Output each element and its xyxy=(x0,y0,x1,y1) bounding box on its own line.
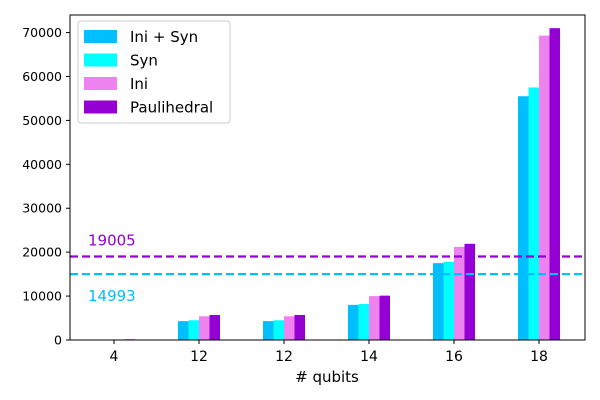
x-axis-ticks: 4 12 12 14 16 18 xyxy=(110,340,548,365)
y-tick-label-0: 0 xyxy=(54,333,62,348)
y-tick-label-3: 30000 xyxy=(22,201,62,216)
bar-ini-1 xyxy=(199,316,210,340)
y-tick-label-7: 70000 xyxy=(22,25,62,40)
bar-syn-3 xyxy=(358,303,369,340)
y-tick-label-1: 10000 xyxy=(22,289,62,304)
legend-label-2: Ini xyxy=(130,75,148,93)
x-tick-label-2: 12 xyxy=(275,349,293,365)
bar-ini-5 xyxy=(539,35,550,340)
bar-paulihedral-1 xyxy=(209,314,220,340)
legend-swatch-3 xyxy=(84,100,117,114)
reference-line-label-0: 19005 xyxy=(88,232,136,250)
bar-syn-5 xyxy=(528,87,539,340)
y-axis-ticks: 0 10000 20000 30000 40000 50000 60000 70000 xyxy=(22,25,70,348)
bar-ini-syn-3 xyxy=(348,304,359,340)
bar-syn-1 xyxy=(188,320,199,340)
legend-box xyxy=(77,20,231,124)
reference-line-label-1: 14993 xyxy=(88,287,136,305)
legend: Ini + Syn Syn Ini Paulihedral xyxy=(77,20,231,124)
bar-syn-4 xyxy=(443,261,454,340)
x-tick-label-3: 14 xyxy=(360,349,378,365)
bar-ini-3 xyxy=(369,296,380,340)
bars-group xyxy=(93,28,560,340)
x-tick-label-5: 18 xyxy=(530,349,548,365)
legend-label-3: Paulihedral xyxy=(130,99,213,117)
legend-swatch-2 xyxy=(84,77,117,90)
bar-paulihedral-5 xyxy=(549,28,560,340)
legend-label-0: Ini + Syn xyxy=(130,28,198,46)
y-tick-label-5: 50000 xyxy=(22,113,62,128)
bar-ini-syn-5 xyxy=(518,96,529,340)
legend-swatch-0 xyxy=(84,30,117,43)
x-axis-label: # qubits xyxy=(295,368,359,386)
bar-syn-2 xyxy=(273,320,284,340)
bar-ini-2 xyxy=(284,316,295,340)
bar-paulihedral-2 xyxy=(294,314,305,340)
bar-paulihedral-4 xyxy=(464,243,475,340)
y-tick-label-4: 40000 xyxy=(22,157,62,172)
bar-ini-syn-1 xyxy=(178,321,189,340)
axes-frame xyxy=(69,14,586,341)
y-tick-label-6: 60000 xyxy=(22,69,62,84)
y-tick-label-2: 20000 xyxy=(22,245,62,260)
bar-ini-syn-2 xyxy=(263,321,274,340)
bar-ini-4 xyxy=(454,246,465,340)
x-tick-label-4: 16 xyxy=(445,349,463,365)
legend-label-1: Syn xyxy=(130,52,158,70)
x-tick-label-1: 12 xyxy=(190,349,208,365)
bar-paulihedral-3 xyxy=(379,295,390,340)
legend-swatch-1 xyxy=(84,53,117,67)
bar-ini-syn-4 xyxy=(433,263,444,340)
reference-lines-group: 19005 14993 xyxy=(70,232,585,305)
x-tick-label-0: 4 xyxy=(110,349,119,365)
